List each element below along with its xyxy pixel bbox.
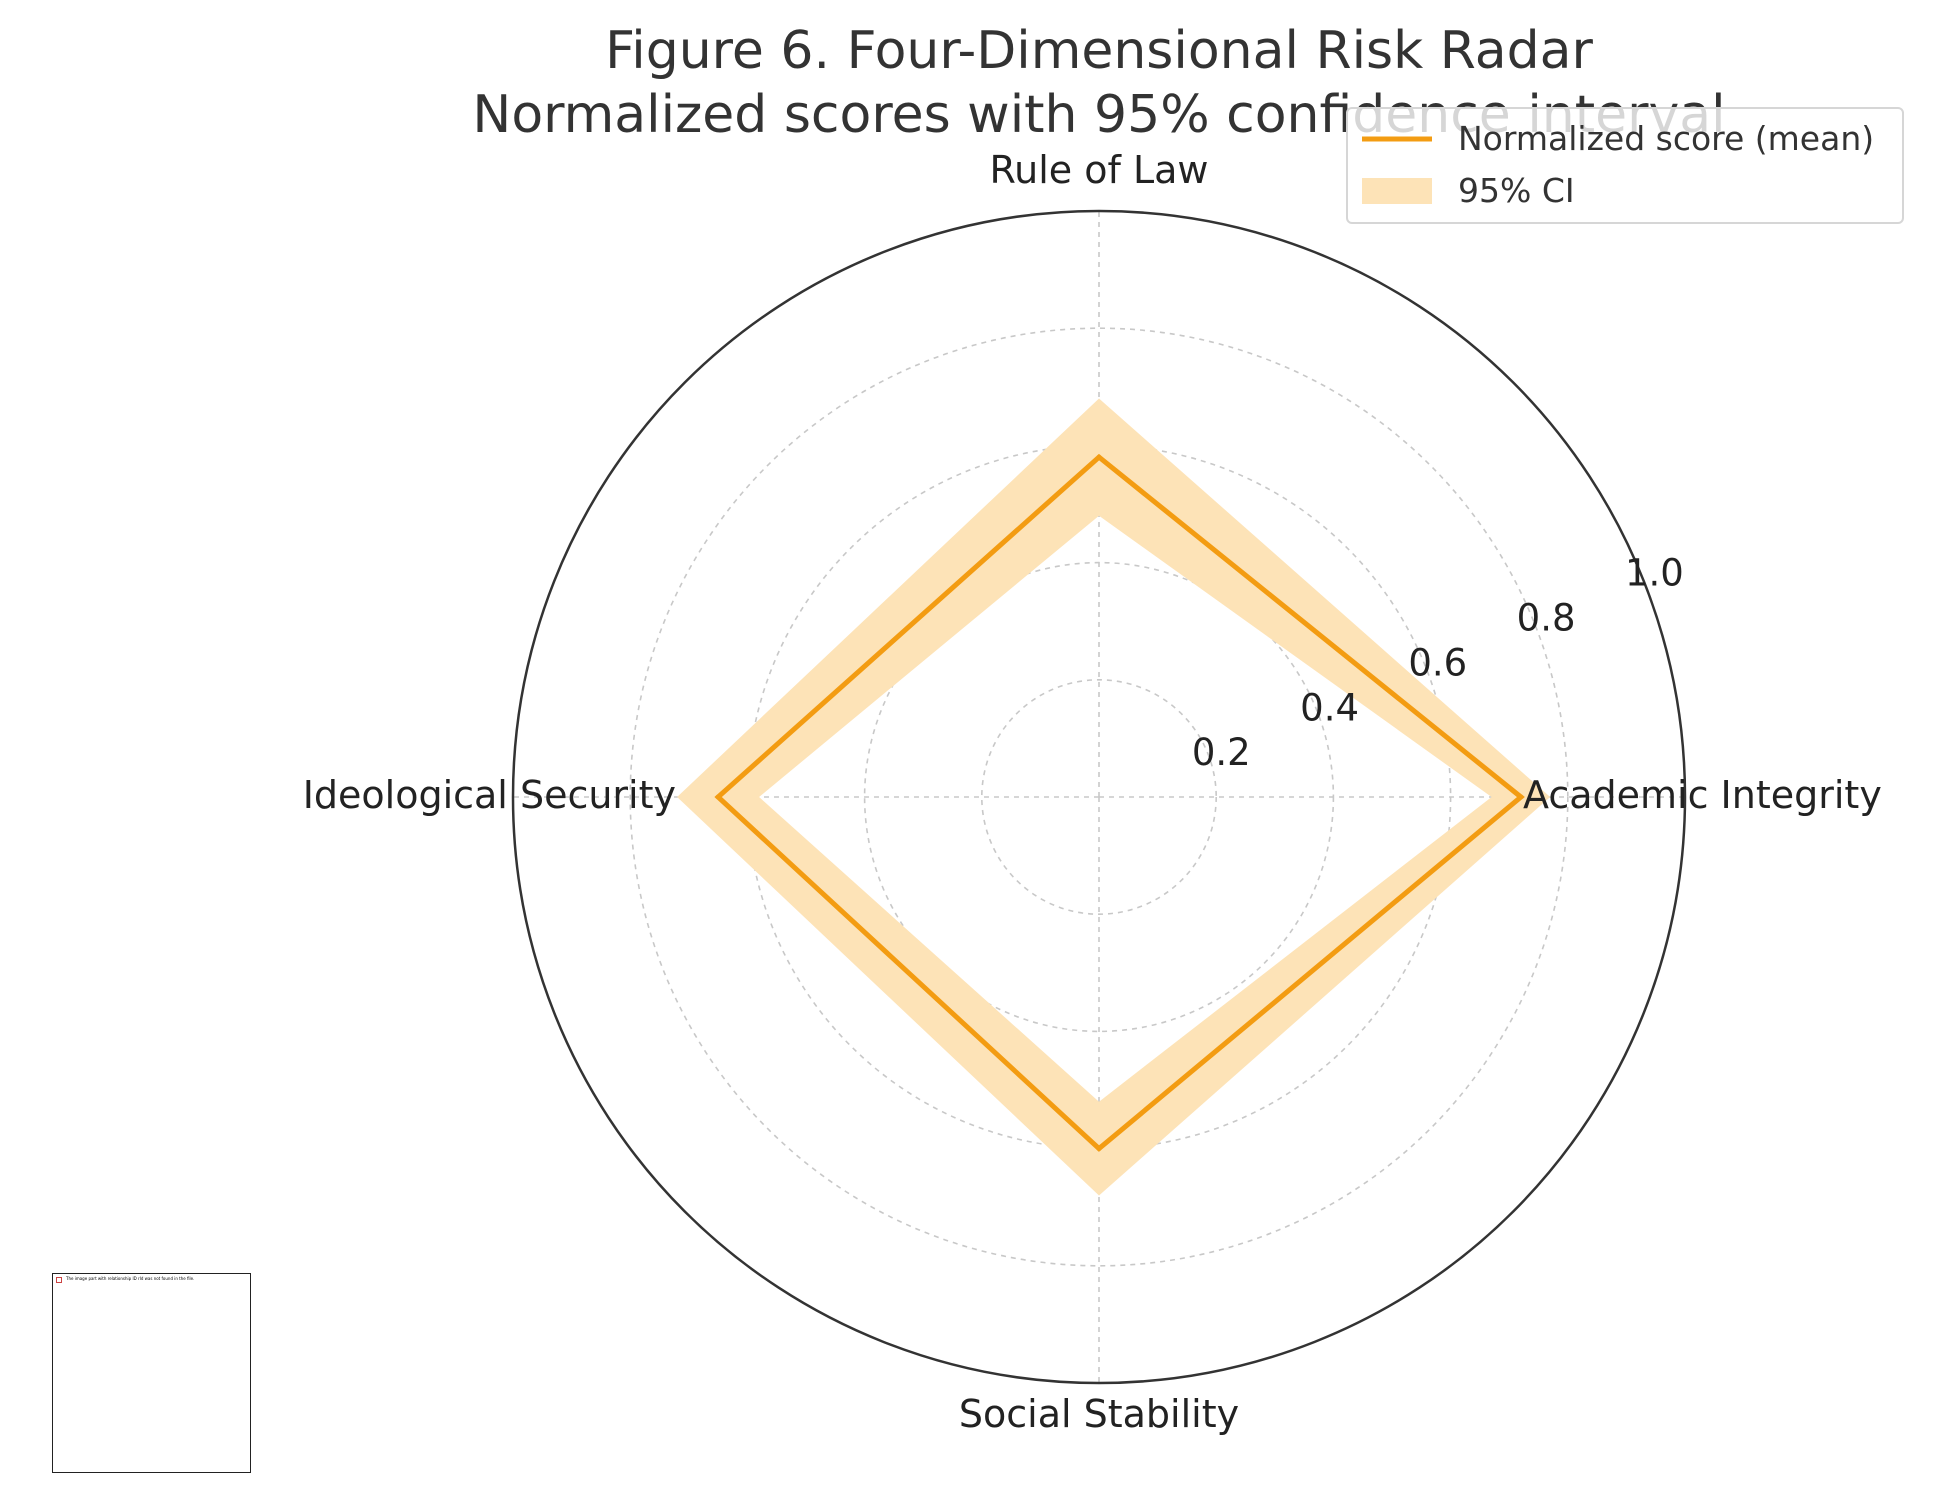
ci-band — [677, 398, 1551, 1196]
legend-label-mean: Normalized score (mean) — [1458, 119, 1874, 158]
title-line-1: Figure 6. Four-Dimensional Risk Radar — [605, 21, 1593, 81]
broken-image-icon — [56, 1277, 62, 1283]
radial-tick-labels: 0.2 0.4 0.6 0.8 1.0 — [1192, 552, 1684, 774]
legend: Normalized score (mean) 95% CI — [1346, 107, 1904, 224]
r-tick-label: 0.6 — [1408, 641, 1467, 684]
thumbnail-caption: The image part with relationship ID rId … — [66, 1276, 195, 1281]
data-point-3 — [1096, 1146, 1102, 1152]
series-lines — [714, 453, 1525, 1152]
r-tick-label: 0.4 — [1300, 686, 1359, 729]
ci-band-area — [677, 398, 1551, 1196]
category-labels: Academic Integrity Rule of Law Ideological… — [303, 148, 1882, 1436]
data-point-0 — [1518, 794, 1524, 800]
category-label: Ideological Security — [303, 773, 676, 817]
broken-image-thumbnail: The image part with relationship ID rId … — [52, 1273, 251, 1473]
legend-label-ci: 95% CI — [1458, 171, 1575, 210]
r-tick-label: 0.8 — [1517, 597, 1576, 640]
r-tick-label: 0.2 — [1192, 731, 1251, 774]
category-label: Rule of Law — [989, 148, 1208, 192]
category-label: Social Stability — [959, 1392, 1239, 1436]
r-tick-label: 1.0 — [1625, 552, 1684, 595]
category-label: Academic Integrity — [1523, 773, 1882, 817]
data-point-1 — [1096, 454, 1102, 460]
legend-box — [1346, 107, 1904, 224]
legend-ci-swatch — [1362, 178, 1432, 204]
grid-ring-3 — [629, 327, 1569, 1267]
grid-ring-0 — [980, 678, 1217, 915]
outer-frame — [511, 209, 1687, 1385]
data-point-2 — [715, 794, 721, 800]
